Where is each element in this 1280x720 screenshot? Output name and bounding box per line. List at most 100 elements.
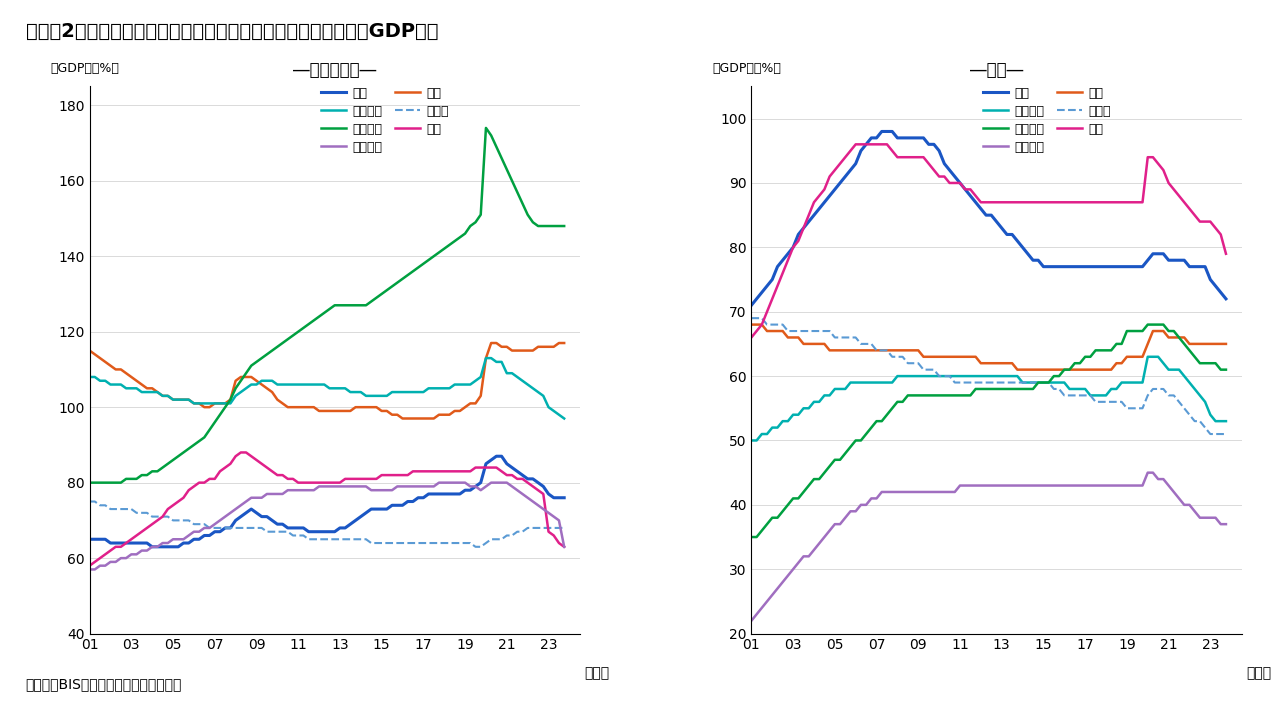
フランス [1140, 320, 1156, 329]
ドイツ [364, 539, 379, 547]
フランス [1025, 384, 1041, 393]
イタリア [431, 478, 447, 487]
日本 [467, 399, 483, 408]
Text: （年）: （年） [585, 667, 609, 680]
米国 [1098, 262, 1114, 271]
フランス [1119, 327, 1134, 336]
イタリア [1025, 481, 1041, 490]
英国 [462, 467, 477, 476]
イタリア [1146, 468, 1161, 477]
日本 [489, 338, 504, 347]
米国 [457, 486, 472, 495]
米国 [369, 505, 384, 513]
ドイツ [557, 523, 572, 532]
ユーロ圏 [457, 380, 472, 389]
英国 [1146, 153, 1161, 161]
ユーロ圏 [1146, 353, 1161, 361]
フランス [431, 248, 447, 257]
イタリア [744, 616, 759, 625]
英国 [1219, 249, 1234, 258]
フランス [1146, 320, 1161, 329]
Text: （図表2）主要先進国：非金融企業および家計の借り入れ残高（GDP比）: （図表2）主要先進国：非金融企業および家計の借り入れ残高（GDP比） [26, 22, 438, 40]
日本 [1098, 365, 1114, 374]
フランス [462, 222, 477, 230]
英国 [1124, 198, 1139, 207]
英国 [457, 467, 472, 476]
日本 [457, 403, 472, 412]
ユーロ圏 [1219, 417, 1234, 426]
フランス [1114, 340, 1129, 348]
ドイツ [1219, 430, 1234, 438]
Line: ドイツ: ドイツ [90, 502, 564, 546]
Line: 英国: 英国 [751, 144, 1226, 338]
米国 [744, 301, 759, 310]
ユーロ圏 [431, 384, 447, 392]
Line: イタリア: イタリア [90, 482, 564, 570]
ユーロ圏 [1140, 353, 1156, 361]
日本 [1010, 365, 1025, 374]
Line: 米国: 米国 [751, 132, 1226, 305]
日本 [1124, 353, 1139, 361]
フランス [1219, 365, 1234, 374]
ドイツ [467, 542, 483, 551]
日本 [744, 320, 759, 329]
日本 [462, 399, 477, 408]
イタリア [1119, 481, 1134, 490]
フランス [484, 131, 499, 140]
Text: （GDP比、%）: （GDP比、%） [712, 63, 781, 76]
フランス [364, 297, 379, 306]
Title: ―家計―: ―家計― [970, 61, 1023, 79]
イタリア [1219, 520, 1234, 528]
イタリア [82, 565, 97, 574]
フランス [1124, 327, 1139, 336]
Line: 日本: 日本 [90, 343, 564, 418]
ユーロ圏 [484, 354, 499, 362]
ドイツ [462, 539, 477, 547]
イタリア [1114, 481, 1129, 490]
ユーロ圏 [1119, 378, 1134, 387]
ドイツ [82, 498, 97, 506]
イタリア [436, 478, 452, 487]
フランス [479, 124, 494, 132]
フランス [1093, 346, 1108, 355]
米国 [489, 452, 504, 461]
米国 [1219, 294, 1234, 303]
Line: 英国: 英国 [90, 452, 564, 566]
ドイツ [1124, 404, 1139, 413]
米国 [462, 486, 477, 495]
英国 [744, 333, 759, 342]
英国 [233, 448, 248, 456]
日本 [436, 410, 452, 419]
ユーロ圏 [1093, 391, 1108, 400]
ドイツ [457, 539, 472, 547]
ユーロ圏 [82, 373, 97, 382]
イタリア [364, 486, 379, 495]
米国 [557, 493, 572, 502]
フランス [557, 222, 572, 230]
イタリア [457, 478, 472, 487]
Line: フランス: フランス [90, 128, 564, 482]
ドイツ [1203, 430, 1219, 438]
イタリア [1124, 481, 1139, 490]
ドイツ [1119, 404, 1134, 413]
米国 [82, 535, 97, 544]
ドイツ [484, 535, 499, 544]
Line: ユーロ圏: ユーロ圏 [751, 357, 1226, 441]
ユーロ圏 [1025, 378, 1041, 387]
米国 [484, 456, 499, 464]
Line: フランス: フランス [751, 325, 1226, 537]
米国 [1030, 256, 1046, 264]
Legend: 米国, ユーロ圏, フランス, イタリア, 日本, ドイツ, 英国: 米国, ユーロ圏, フランス, イタリア, 日本, ドイツ, 英国 [316, 81, 454, 158]
ユーロ圏 [364, 392, 379, 400]
Text: （GDP比、%）: （GDP比、%） [50, 63, 119, 76]
英国 [557, 542, 572, 551]
米国 [467, 482, 483, 491]
Title: ―非金融企業―: ―非金融企業― [293, 61, 376, 79]
米国 [874, 127, 890, 136]
英国 [1098, 198, 1114, 207]
日本 [1119, 353, 1134, 361]
Text: （出所）BIS資料よりインベスコが作成: （出所）BIS資料よりインベスコが作成 [26, 678, 182, 691]
ユーロ圏 [744, 436, 759, 445]
フランス [457, 229, 472, 238]
イタリア [1093, 481, 1108, 490]
